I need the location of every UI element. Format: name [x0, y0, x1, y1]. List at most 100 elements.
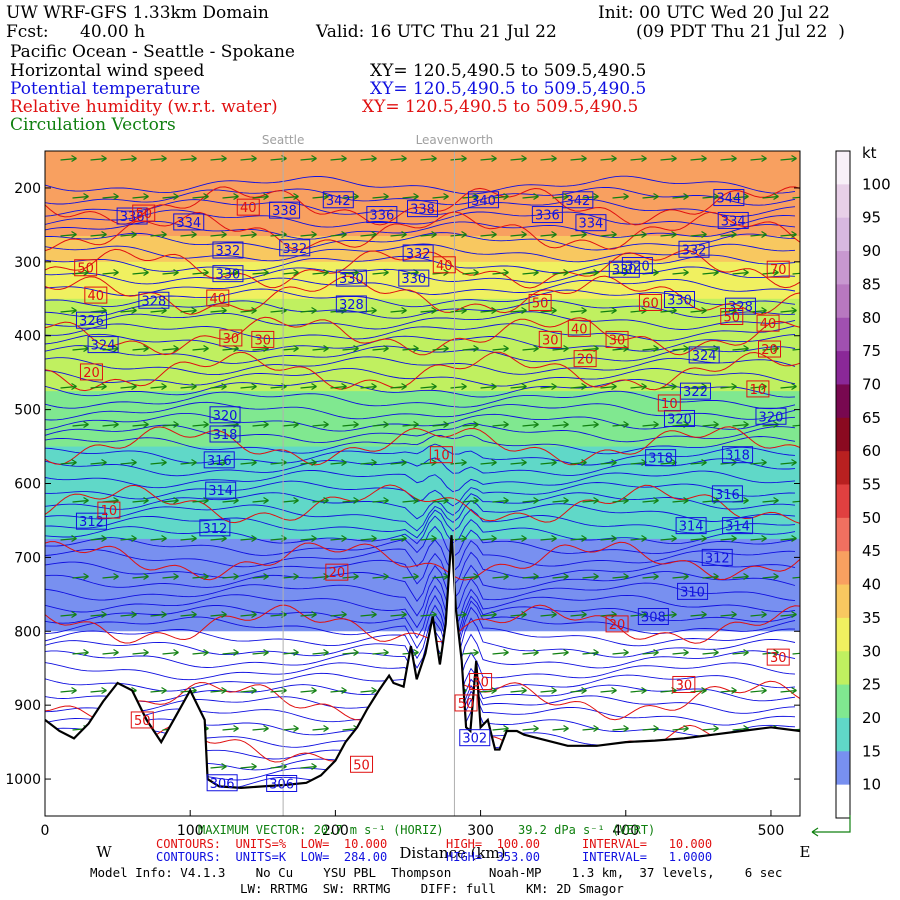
rh-contour	[45, 541, 800, 581]
x-tick-label: 400	[612, 823, 639, 839]
wind-speed-band	[45, 564, 800, 570]
circulation-vector	[522, 648, 539, 657]
circulation-vector	[510, 610, 527, 619]
theta-label: 324	[692, 349, 717, 364]
wind-speed-band	[45, 468, 800, 474]
circulation-vector	[630, 154, 647, 163]
circulation-vector	[372, 344, 389, 353]
wind-speed-band	[45, 627, 800, 632]
circulation-vector	[330, 610, 347, 619]
wind-speed-band	[45, 372, 800, 377]
circulation-vector	[210, 230, 227, 239]
rh-label-box	[746, 380, 770, 398]
theta-label-box	[722, 446, 754, 464]
circulation-vector	[180, 382, 197, 391]
colorbar-swatch	[836, 217, 850, 252]
theta-label: 338	[272, 204, 297, 219]
wind-speed-band	[45, 210, 800, 215]
theta-label-box	[209, 425, 241, 443]
theta-label-box	[407, 200, 438, 218]
circulation-vector	[132, 420, 149, 429]
theta-label-box	[138, 291, 170, 309]
circulation-vector	[432, 192, 449, 201]
circulation-vector	[612, 420, 629, 429]
y-tick-label: 600	[14, 477, 41, 493]
theta-label-box	[266, 774, 298, 792]
circulation-vector	[90, 610, 107, 619]
circulation-vector	[300, 382, 317, 391]
theta-label-box	[562, 191, 594, 209]
theta-label-box	[173, 213, 205, 231]
circulation-vector	[150, 230, 167, 239]
circulation-vector	[540, 686, 557, 695]
circulation-vector	[660, 154, 677, 163]
circulation-vector	[480, 458, 497, 467]
colorbar-swatch	[836, 551, 850, 586]
colorbar-swatch	[836, 151, 850, 185]
theta-label-box	[206, 774, 238, 792]
circulation-vector	[552, 420, 569, 429]
wind-speed-band	[45, 594, 800, 599]
circulation-vector	[582, 268, 599, 277]
field-circulation-vectors: Circulation Vectors	[10, 115, 176, 135]
circulation-vector	[570, 610, 587, 619]
circulation-vector	[570, 154, 587, 163]
circulation-vector	[270, 382, 287, 391]
model-physics: LW: RRTMG SW: RRTMG DIFF: full KM: 2D Sm…	[240, 881, 624, 896]
wind-speed-band	[45, 217, 800, 222]
circulation-vector	[240, 306, 257, 315]
circulation-vector	[720, 534, 737, 543]
colorbar-level-label: 10	[862, 776, 881, 794]
rh-label-box	[74, 259, 98, 277]
rh-label-box	[538, 330, 562, 348]
wind-speed-band	[45, 501, 800, 507]
circulation-vector	[720, 686, 737, 695]
theta-label-box	[402, 244, 434, 262]
wind-speed-band	[45, 598, 800, 603]
circulation-vector	[552, 572, 569, 581]
rh-contour	[45, 186, 800, 226]
wind-speed-band	[45, 609, 800, 614]
wind-speed-band	[45, 505, 800, 510]
circulation-vector	[282, 420, 299, 429]
theta-contour	[45, 401, 796, 421]
wind-speed-band	[45, 561, 800, 566]
theta-label: 344	[716, 192, 741, 207]
circulation-vector	[552, 268, 569, 277]
rh-label-box	[97, 501, 121, 519]
west-label: W	[96, 843, 112, 861]
circulation-vector	[462, 572, 479, 581]
wind-speed-band	[45, 498, 800, 503]
theta-label: 342	[326, 194, 351, 209]
theta-contour	[45, 575, 796, 617]
rh-label: 50	[532, 296, 549, 311]
circulation-vector	[180, 154, 197, 163]
circulation-vector	[342, 496, 359, 505]
circulation-vector	[690, 686, 707, 695]
circulation-vector	[780, 458, 797, 467]
x-tick-label: 0	[41, 823, 50, 839]
theta-label-box	[205, 481, 237, 499]
circulation-vector	[330, 230, 347, 239]
circulation-vector	[492, 572, 509, 581]
rh-label: 70	[770, 263, 787, 278]
theta-contour	[45, 594, 796, 641]
circulation-vector	[102, 420, 119, 429]
circulation-vector	[72, 192, 89, 201]
circulation-vector	[642, 724, 659, 733]
theta-label: 314	[725, 520, 750, 535]
circulation-vector	[90, 230, 107, 239]
rh-label-box	[720, 308, 744, 326]
theta-contour	[45, 277, 796, 297]
circulation-vector	[102, 648, 119, 657]
wind-speed-band	[45, 357, 800, 363]
wind-speed-band	[45, 320, 800, 326]
wind-speed-band	[45, 424, 800, 429]
circulation-vector	[690, 306, 707, 315]
rh-label-box	[528, 293, 552, 311]
max-vector-horiz: MAXIMUM VECTOR: 20.7 m s⁻¹ (HORIZ)	[198, 823, 444, 837]
wind-speed-band	[45, 446, 800, 451]
circulation-vector	[750, 534, 767, 543]
wind-speed-band	[45, 483, 800, 488]
circulation-vector	[282, 572, 299, 581]
